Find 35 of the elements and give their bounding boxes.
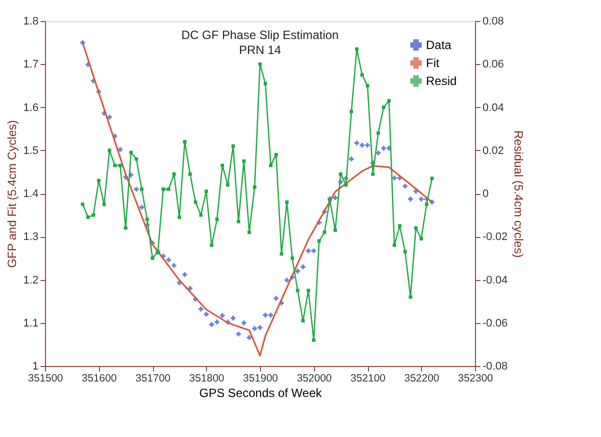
y2-tick-label: 0.04 [482,102,504,114]
x-tick-label: 352000 [296,372,332,384]
y2-tick-label: 0 [482,188,489,200]
x-tick-label: 352100 [350,372,386,384]
y2-tick-label: -0.02 [482,231,508,244]
y-tick-label: 1 [32,360,38,372]
y2-tick-label: 0.02 [482,144,504,157]
x-tick-label: 351900 [242,372,278,384]
y-tick-label: 1.4 [23,188,38,200]
y2-tick-label: -0.08 [482,360,508,372]
y-tick-label: 1.8 [23,16,38,28]
x-tick-label: 352300 [458,372,494,384]
legend-label: Fit [426,56,440,70]
y2-axis-title: Residual (5.4cm cycles) [512,130,526,258]
y2-tick-label: 0.06 [482,58,504,71]
x-axis-title: GPS Seconds of Week [199,386,323,400]
legend-label: Resid [426,74,457,88]
x-tick-label: 351500 [28,372,64,384]
x-tick-label: 351800 [189,372,224,384]
y2-tick-label: -0.04 [482,274,508,286]
legend-label: Data [426,38,452,52]
x-tick-label: 352200 [404,372,440,384]
x-tick-label: 351600 [82,372,117,384]
y-axis-title: GFP and Fit (5.4cm Cycles) [5,120,20,268]
y-tick-label: 1.5 [23,144,38,157]
y-tick-label: 1.3 [23,231,38,244]
text: DC GF Phase Slip Estimation [181,28,339,42]
y-tick-label: 1.1 [23,317,38,330]
y-tick-label: 1.7 [23,58,38,71]
x-tick-label: 351700 [135,372,171,384]
text: PRN 14 [238,43,282,57]
y-tick-label: 1.6 [23,102,38,114]
y2-tick-label: -0.06 [482,317,508,330]
y-tick-label: 1.2 [23,274,38,286]
y2-tick-label: 0.08 [482,16,504,28]
